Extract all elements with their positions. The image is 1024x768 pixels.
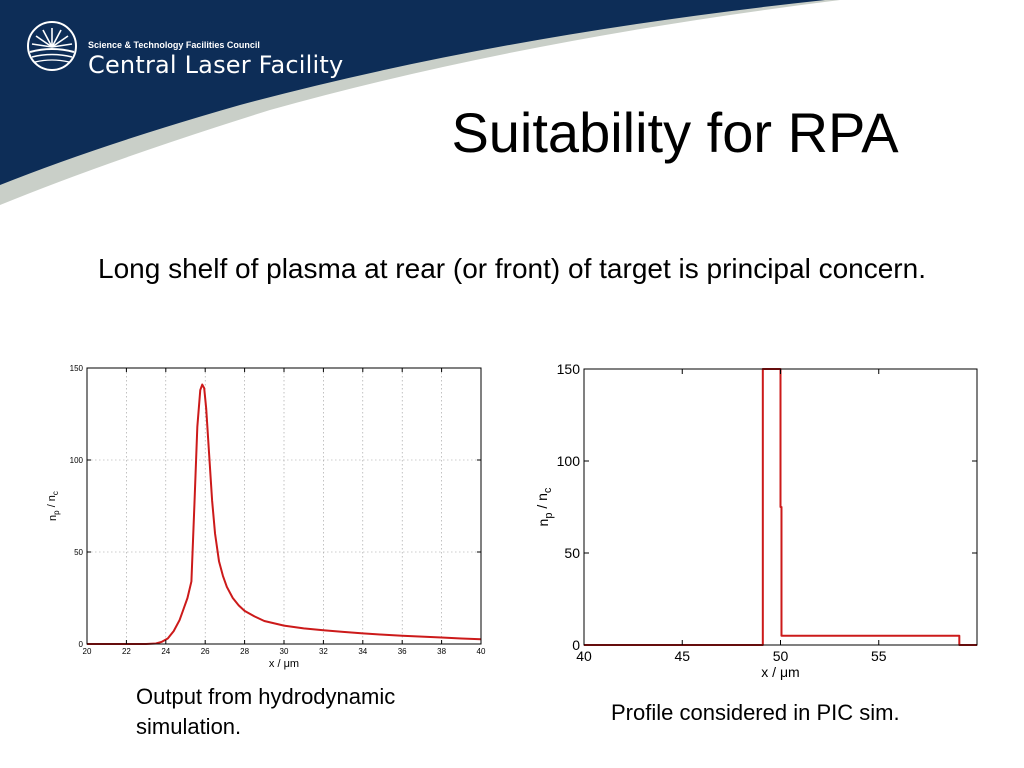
pic-caption: Profile considered in PIC sim. <box>611 700 900 725</box>
x-tick-label: 40 <box>477 647 486 656</box>
facility-name: Central Laser Facility <box>88 51 344 79</box>
x-tick-label: 32 <box>319 647 328 656</box>
header-banner <box>0 0 840 205</box>
pic-density-chart: 40 45 50 55 0 50 100 150 x / μm np / nc <box>534 361 978 680</box>
y-tick-label: 50 <box>74 548 83 557</box>
x-tick-label: 34 <box>358 647 367 656</box>
x-axis-label: x / μm <box>761 664 799 680</box>
x-tick-label: 28 <box>240 647 249 656</box>
y-tick-label: 100 <box>557 453 581 469</box>
y-tick-label: 0 <box>79 640 84 649</box>
y-tick-label: 150 <box>70 364 84 373</box>
x-tick-label: 26 <box>201 647 210 656</box>
y-tick-label: 0 <box>572 637 580 653</box>
y-tick-label: 100 <box>70 456 84 465</box>
slide-body-text: Long shelf of plasma at rear (or front) … <box>98 253 926 284</box>
series-line <box>584 368 977 646</box>
grid-lines <box>87 368 481 644</box>
council-name: Science & Technology Facilities Council <box>88 40 260 50</box>
x-axis-label: x / μm <box>269 658 299 670</box>
x-tick-label: 38 <box>437 647 446 656</box>
x-tick-label: 30 <box>280 647 289 656</box>
series-line <box>87 383 482 645</box>
y-tick-label: 150 <box>557 361 581 377</box>
hydro-caption: Output from hydrodynamic simulation. <box>136 684 396 739</box>
x-tick-label: 36 <box>398 647 407 656</box>
hydro-density-chart: 20 22 24 26 28 30 32 34 36 38 40 0 50 100 150 x / μm np … <box>46 364 486 670</box>
y-tick-label: 50 <box>564 545 580 561</box>
x-tick-label: 22 <box>122 647 131 656</box>
banner-navy-swoosh <box>0 0 825 185</box>
x-tick-label: 55 <box>871 648 887 664</box>
x-tick-label: 45 <box>674 648 690 664</box>
stfc-logo: Science & Technology Facilities Council … <box>26 20 346 80</box>
slide-title: Suitability for RPA <box>451 101 899 164</box>
plot-area <box>87 368 481 644</box>
x-tick-label: 40 <box>576 648 592 664</box>
x-tick-label: 24 <box>161 647 170 656</box>
y-axis-label: np / nc <box>534 487 555 526</box>
stfc-logo-icon <box>27 21 77 71</box>
x-tick-label: 50 <box>773 648 789 664</box>
y-axis-label: np / nc <box>46 491 61 521</box>
x-tick-label: 20 <box>83 647 92 656</box>
